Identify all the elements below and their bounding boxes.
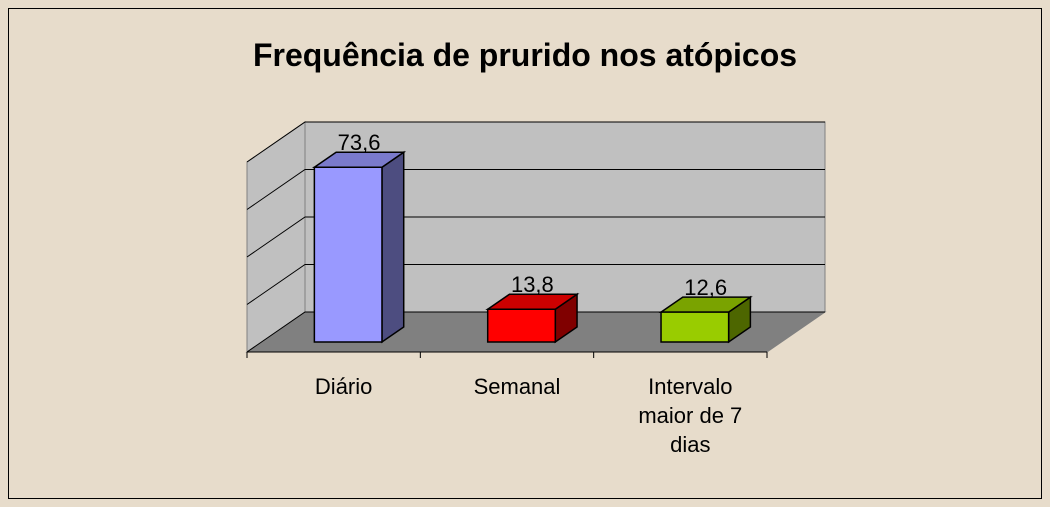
x-tick-label: Diário (314, 374, 373, 399)
bar (485, 292, 580, 344)
grid-line (246, 121, 825, 163)
bar-front (660, 311, 730, 343)
bar-front (313, 166, 383, 343)
data-label: 13,8 (511, 272, 554, 297)
grid-line (246, 169, 825, 210)
bar (658, 295, 753, 344)
data-label: 12,6 (684, 275, 727, 300)
chart-title: Frequência de prurido nos atópicos (253, 37, 797, 73)
chart-frame (8, 8, 1042, 499)
bar (311, 150, 407, 344)
data-label: 73,6 (338, 130, 381, 155)
x-tick-label: Intervalo maior de 7 dias (638, 374, 743, 457)
grid-line (246, 264, 825, 305)
bar-side (381, 150, 405, 344)
bar-front (486, 308, 557, 343)
grid-line (246, 311, 825, 353)
x-tick-label: Semanal (473, 374, 561, 399)
grid-line (246, 216, 825, 258)
